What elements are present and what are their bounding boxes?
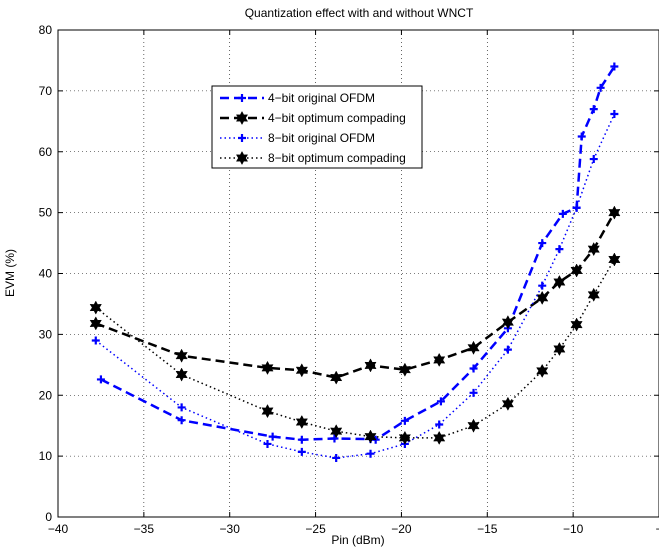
legend-label: 8−bit original OFDM [268,131,375,145]
plus-marker [596,83,605,92]
x-tick-label: −25 [305,522,326,536]
plus-marker [572,203,581,212]
hexagram-marker [570,317,583,332]
legend-label: 4−bit optimum compading [268,111,406,125]
hexagram-marker [467,418,480,433]
hexagram-marker [587,287,600,302]
series-layer [89,62,621,462]
chart-title: Quantization effect with and without WNC… [245,6,474,20]
plus-marker [610,110,619,119]
series-1 [96,62,619,444]
y-tick-label: 0 [45,510,52,524]
hexagram-marker [364,358,377,373]
plus-marker [238,134,246,142]
hexagram-marker [501,315,514,330]
x-tick-label: −15 [477,522,498,536]
hexagram-marker [553,274,566,290]
plus-marker [268,432,277,441]
plus-marker [366,449,375,458]
plus-marker [177,416,186,425]
hexagram-marker [89,300,102,315]
hexagram-marker [330,424,343,439]
hexagram-marker [261,360,274,375]
plus-marker [577,132,586,141]
series-3 [91,110,619,462]
hexagram-marker [175,367,188,382]
plus-marker [589,155,598,164]
plus-marker [503,345,512,354]
hexagram-marker [501,396,514,411]
y-tick-label: 60 [39,145,53,159]
plus-marker [238,94,246,102]
hexagram-marker [433,430,446,445]
x-axis-label: Pin (dBm) [331,533,384,547]
hexagram-marker [175,348,188,363]
plus-marker [469,364,478,373]
series-line [95,113,616,459]
x-tick-label: −35 [134,522,155,536]
hexagram-marker [536,363,549,378]
plus-marker [555,245,564,254]
hexagram-marker [433,352,446,367]
x-tick-label: −10 [563,522,584,536]
legend: 4−bit original OFDM 4−bit optimum compadi… [211,85,423,169]
hexagram-marker [364,429,377,444]
x-tick-label: −40 [48,522,69,536]
series-4 [89,252,621,445]
hexagram-marker [608,252,621,267]
plus-marker [332,453,341,462]
plus-marker [297,447,306,456]
hexagram-marker [608,205,621,220]
plus-marker [469,388,478,397]
plus-marker [91,336,100,345]
legend-box [211,85,423,169]
y-tick-label: 30 [39,327,53,341]
y-tick-label: 70 [39,84,53,98]
axis-ticks: −40 −35 −30 −25 −20 −15 −10 − 0 10 20 30 40 50 60 70 80 [39,23,659,536]
y-tick-label: 50 [39,206,53,220]
plus-marker [177,403,186,412]
plus-marker [400,416,409,425]
plus-marker [538,239,547,248]
series-2 [89,205,621,385]
plus-marker [96,375,105,384]
hexagram-marker [261,404,274,419]
hexagram-marker [398,430,411,445]
plus-marker [538,281,547,290]
y-axis-label: EVM (%) [3,249,17,297]
hexagram-marker [467,340,480,355]
y-tick-label: 80 [39,23,53,37]
plus-marker [589,105,598,114]
plus-marker [610,62,619,71]
y-tick-label: 40 [39,267,53,281]
legend-label: 4−bit original OFDM [268,91,375,105]
plus-marker [558,209,567,218]
series-line [100,65,616,441]
plus-marker [435,420,444,429]
hexagram-marker [235,110,249,126]
hexagram-marker [570,263,583,278]
plus-marker [330,434,339,443]
y-tick-label: 10 [39,449,53,463]
hexagram-marker [553,341,566,357]
x-tick-label: − [655,522,659,536]
legend-label: 8−bit optimum compading [268,151,406,165]
plus-marker [297,435,306,444]
x-tick-label: −30 [220,522,241,536]
hexagram-marker [295,363,308,378]
plus-marker [263,439,272,448]
plus-marker [436,397,445,406]
hexagram-marker [235,150,249,166]
hexagram-marker [89,316,102,331]
hexagram-marker [587,242,600,257]
y-tick-label: 20 [39,388,53,402]
series-line [95,259,616,439]
hexagram-marker [330,370,343,385]
hexagram-marker [295,414,308,430]
hexagram-marker [398,362,411,377]
x-tick-label: −20 [391,522,412,536]
